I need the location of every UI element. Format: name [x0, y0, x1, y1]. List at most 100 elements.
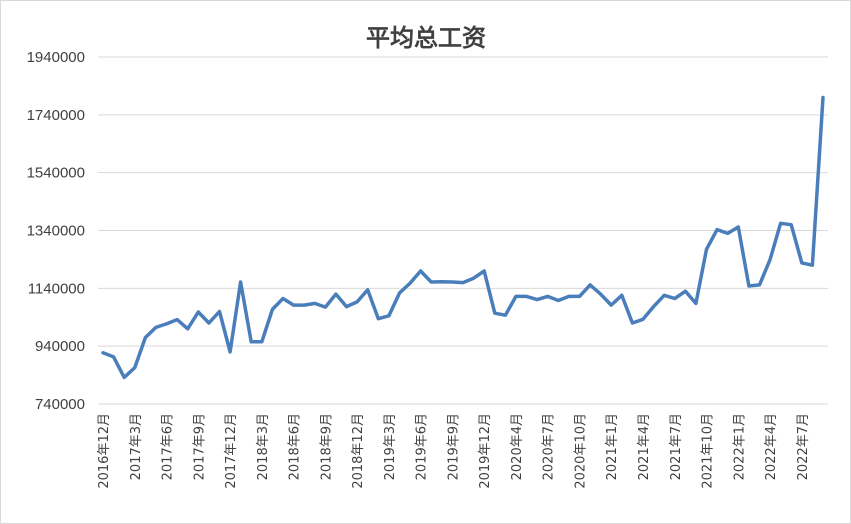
data-point	[313, 301, 317, 305]
data-point	[662, 293, 666, 297]
data-point	[599, 292, 603, 296]
data-point	[514, 294, 518, 298]
data-point	[175, 318, 179, 322]
data-point	[334, 292, 338, 296]
data-point	[397, 291, 401, 295]
data-point	[260, 340, 264, 344]
data-point	[366, 288, 370, 292]
data-point	[503, 313, 507, 317]
data-point	[419, 269, 423, 273]
data-point	[143, 335, 147, 339]
data-point	[165, 322, 169, 326]
data-point	[747, 284, 751, 288]
data-point	[281, 296, 285, 300]
x-tick-label: 2018年12月	[351, 413, 366, 489]
data-point	[270, 307, 274, 311]
data-point	[588, 283, 592, 287]
data-point	[217, 309, 221, 313]
data-point	[493, 311, 497, 315]
x-tick-label: 2017年12月	[224, 413, 239, 489]
x-tick-label: 2021年10月	[701, 413, 716, 489]
data-point	[345, 305, 349, 309]
data-point	[355, 300, 359, 304]
data-point	[482, 269, 486, 273]
data-point	[408, 281, 412, 285]
data-point	[620, 293, 624, 297]
data-point	[207, 321, 211, 325]
data-point	[736, 225, 740, 229]
data-point	[133, 366, 137, 370]
data-point	[810, 263, 814, 267]
data-point	[567, 294, 571, 298]
data-point	[196, 310, 200, 314]
data-point	[376, 317, 380, 321]
x-tick-label: 2019年12月	[478, 413, 493, 489]
data-point	[112, 355, 116, 359]
x-tick-label: 2017年6月	[161, 413, 176, 480]
data-point	[472, 276, 476, 280]
y-tick-label: 1340000	[27, 223, 85, 240]
series-line	[101, 95, 825, 380]
x-tick-label: 2016年12月	[97, 413, 112, 489]
data-point	[535, 298, 539, 302]
x-tick-label: 2017年3月	[129, 413, 144, 480]
data-point	[186, 327, 190, 331]
y-axis-labels: 740000 940000 1140000 1340000 1540000 1740000…	[27, 49, 85, 413]
data-point	[673, 296, 677, 300]
x-tick-label: 2019年3月	[383, 413, 398, 480]
chart-title: 平均总工资	[366, 24, 486, 52]
data-point	[694, 301, 698, 305]
data-point	[323, 305, 327, 309]
data-point	[683, 289, 687, 293]
data-point	[726, 231, 730, 235]
data-point	[789, 223, 793, 227]
data-point	[461, 281, 465, 285]
data-point	[757, 283, 761, 287]
x-tick-label: 2020年4月	[510, 413, 525, 480]
x-tick-label: 2022年1月	[732, 413, 747, 480]
data-point	[705, 247, 709, 251]
data-point	[768, 257, 772, 261]
data-point	[239, 280, 243, 284]
data-point	[387, 314, 391, 318]
data-point	[228, 350, 232, 354]
x-tick-label: 2019年9月	[446, 413, 461, 480]
data-point	[429, 280, 433, 284]
data-point	[546, 294, 550, 298]
data-point	[630, 321, 634, 325]
data-point	[821, 95, 825, 99]
data-point	[652, 305, 656, 309]
x-tick-label: 2019年6月	[415, 413, 430, 480]
data-point	[154, 325, 158, 329]
x-tick-label: 2018年3月	[256, 413, 271, 480]
x-tick-label: 2021年1月	[605, 413, 620, 480]
x-tick-label: 2020年10月	[573, 413, 588, 489]
data-point	[609, 303, 613, 307]
x-tick-label: 2021年7月	[669, 413, 684, 480]
y-tick-label: 740000	[35, 396, 85, 413]
y-tick-label: 940000	[35, 338, 85, 355]
data-point	[556, 298, 560, 302]
x-tick-label: 2021年4月	[637, 413, 652, 480]
data-point	[440, 280, 444, 284]
x-axis-labels: 2016年12月 2017年3月 2017年6月 2017年9月 2017年12月 201…	[97, 413, 811, 489]
data-point	[715, 228, 719, 232]
data-point	[101, 351, 105, 355]
data-point	[800, 261, 804, 265]
data-point	[122, 375, 126, 379]
y-tick-label: 1140000	[28, 280, 85, 297]
series-group	[101, 95, 825, 380]
x-tick-label: 2022年4月	[764, 413, 779, 480]
data-point	[292, 303, 296, 307]
y-tick-label: 1740000	[27, 107, 85, 124]
x-tick-label: 2020年7月	[542, 413, 557, 480]
data-point	[302, 303, 306, 307]
data-point	[641, 317, 645, 321]
data-point	[450, 280, 454, 284]
x-tick-label: 2018年6月	[288, 413, 303, 480]
data-point	[577, 294, 581, 298]
gridlines	[98, 56, 828, 405]
data-point	[779, 221, 783, 225]
x-tick-label: 2017年9月	[192, 413, 207, 480]
